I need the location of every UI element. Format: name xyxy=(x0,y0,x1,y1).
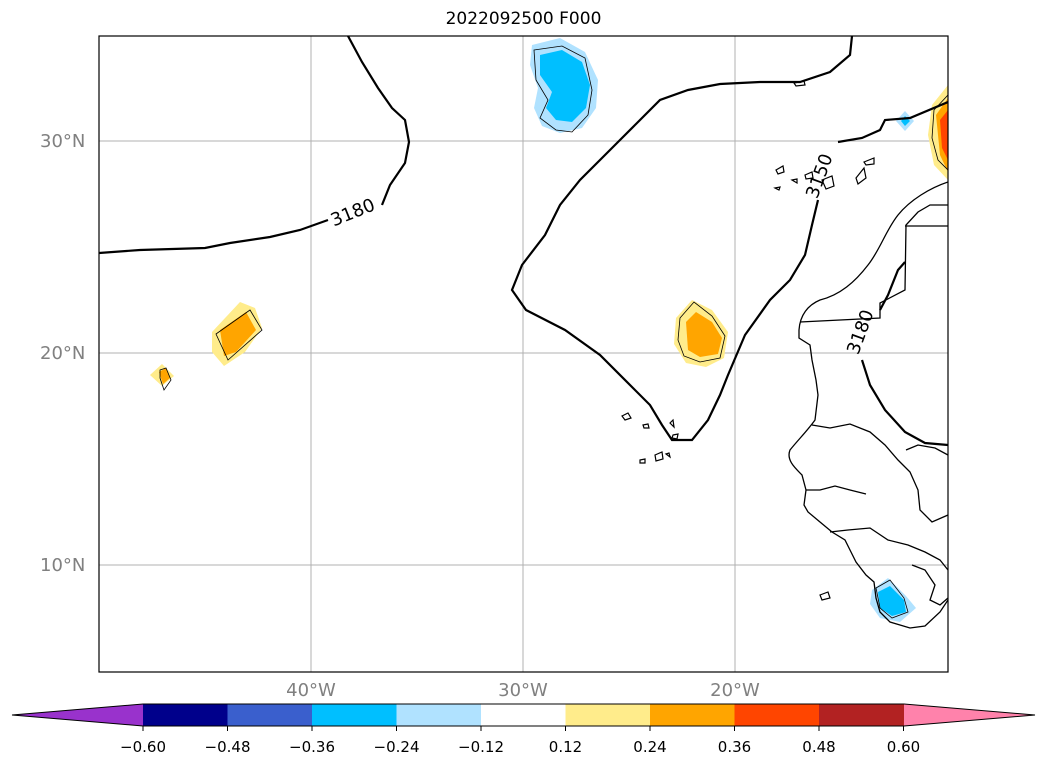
lon-label-20w: 20°W xyxy=(710,680,760,701)
colorbar-tick-label: −0.24 xyxy=(373,738,420,756)
colorbar-tick-label: −0.60 xyxy=(120,738,166,756)
anomaly-blue-north xyxy=(540,50,590,122)
island-cape-verde-5 xyxy=(639,458,646,464)
islands xyxy=(621,80,875,601)
anomaly-outlines xyxy=(159,45,948,619)
colorbar-extend-low xyxy=(12,704,143,726)
island-cape-verde-4 xyxy=(671,433,679,440)
anomaly-orange-west xyxy=(220,312,256,356)
colorbar-box xyxy=(227,704,313,726)
outline-blue-south xyxy=(875,579,909,619)
colorbar-tick-label: −0.48 xyxy=(204,738,251,756)
map-frame xyxy=(98,35,949,673)
coastlines xyxy=(788,181,948,629)
border-senegal-mali xyxy=(811,423,948,523)
colorbar-box xyxy=(312,704,397,726)
island-bijagos xyxy=(819,591,831,601)
lat-label-20n: 20°N xyxy=(40,343,86,364)
island-canary-2 xyxy=(773,186,781,191)
outline-orange-mid xyxy=(677,301,726,363)
border-morocco-mauritania xyxy=(799,204,948,323)
contour-3180-west-a xyxy=(99,218,329,255)
anomaly-orange-mid xyxy=(686,312,722,357)
lon-label-40w: 40°W xyxy=(286,680,336,701)
colorbar-box xyxy=(565,704,651,726)
colorbar-tick-label: 0.60 xyxy=(886,738,921,756)
colorbar-box xyxy=(734,704,820,726)
map-title: 2022092500 F000 xyxy=(445,9,602,29)
colorbar-box xyxy=(396,704,482,726)
island-canary-5 xyxy=(821,175,835,190)
island-cape-verde-7 xyxy=(664,452,671,459)
colorbar-tick-label: −0.36 xyxy=(289,738,335,756)
colorbar-boxes xyxy=(143,704,904,726)
gridlines xyxy=(99,36,948,672)
colorbar-box xyxy=(481,704,566,726)
contour-3180-west-b xyxy=(347,36,411,206)
island-canary-7 xyxy=(863,157,875,166)
outline-orange-small xyxy=(159,367,172,391)
island-cape-verde-3 xyxy=(669,418,675,429)
island-canary-3 xyxy=(790,178,798,185)
lat-label-10n: 10°N xyxy=(40,555,86,576)
outline-orange-east xyxy=(931,94,948,171)
anomaly-red-east xyxy=(940,110,948,160)
colorbar-tick-label: 0.12 xyxy=(548,738,583,756)
colorbar-extend-high xyxy=(904,704,1035,726)
colorbar-box xyxy=(143,704,228,726)
island-canary-1 xyxy=(775,165,785,175)
colorbar-tick-label: 0.36 xyxy=(717,738,752,756)
island-cape-verde-6 xyxy=(654,451,664,462)
contour-label-3180-west: 3180 xyxy=(328,195,378,232)
lat-label-30n: 30°N xyxy=(40,131,86,152)
contour-label-3180-east: 3180 xyxy=(843,307,878,357)
outline-blue-north xyxy=(533,45,593,133)
border-sierra-leone xyxy=(911,564,948,606)
colorbar-tick-label: 0.48 xyxy=(802,738,836,756)
colorbar-box xyxy=(819,704,904,726)
island-cape-verde-2 xyxy=(642,423,650,429)
contour-3150-north xyxy=(837,100,948,144)
contour-3150 xyxy=(510,36,854,442)
lon-label-30w: 30°W xyxy=(498,680,548,701)
height-contours xyxy=(99,36,948,447)
contour-3180-east-b xyxy=(879,261,906,311)
island-canary-6 xyxy=(855,166,867,185)
map-content: 3180 3150 3180 xyxy=(99,36,948,672)
colorbar xyxy=(11,703,1036,731)
africa-coastline xyxy=(788,181,948,629)
colorbar-ticks xyxy=(142,726,904,731)
shaded-anomalies xyxy=(150,38,948,622)
border-guinea xyxy=(829,527,948,571)
colorbar-tick-label: −0.12 xyxy=(458,738,504,756)
border-mali-north xyxy=(905,444,948,456)
anomaly-blue-south xyxy=(878,586,906,616)
island-canary-4 xyxy=(804,171,814,180)
island-cape-verde-1 xyxy=(621,412,632,421)
colorbar-box xyxy=(650,704,735,726)
border-gambia xyxy=(806,485,867,495)
colorbar-tick-label: 0.24 xyxy=(633,738,667,756)
contour-3180-east-a xyxy=(860,359,948,447)
outline-orange-west xyxy=(215,309,263,361)
